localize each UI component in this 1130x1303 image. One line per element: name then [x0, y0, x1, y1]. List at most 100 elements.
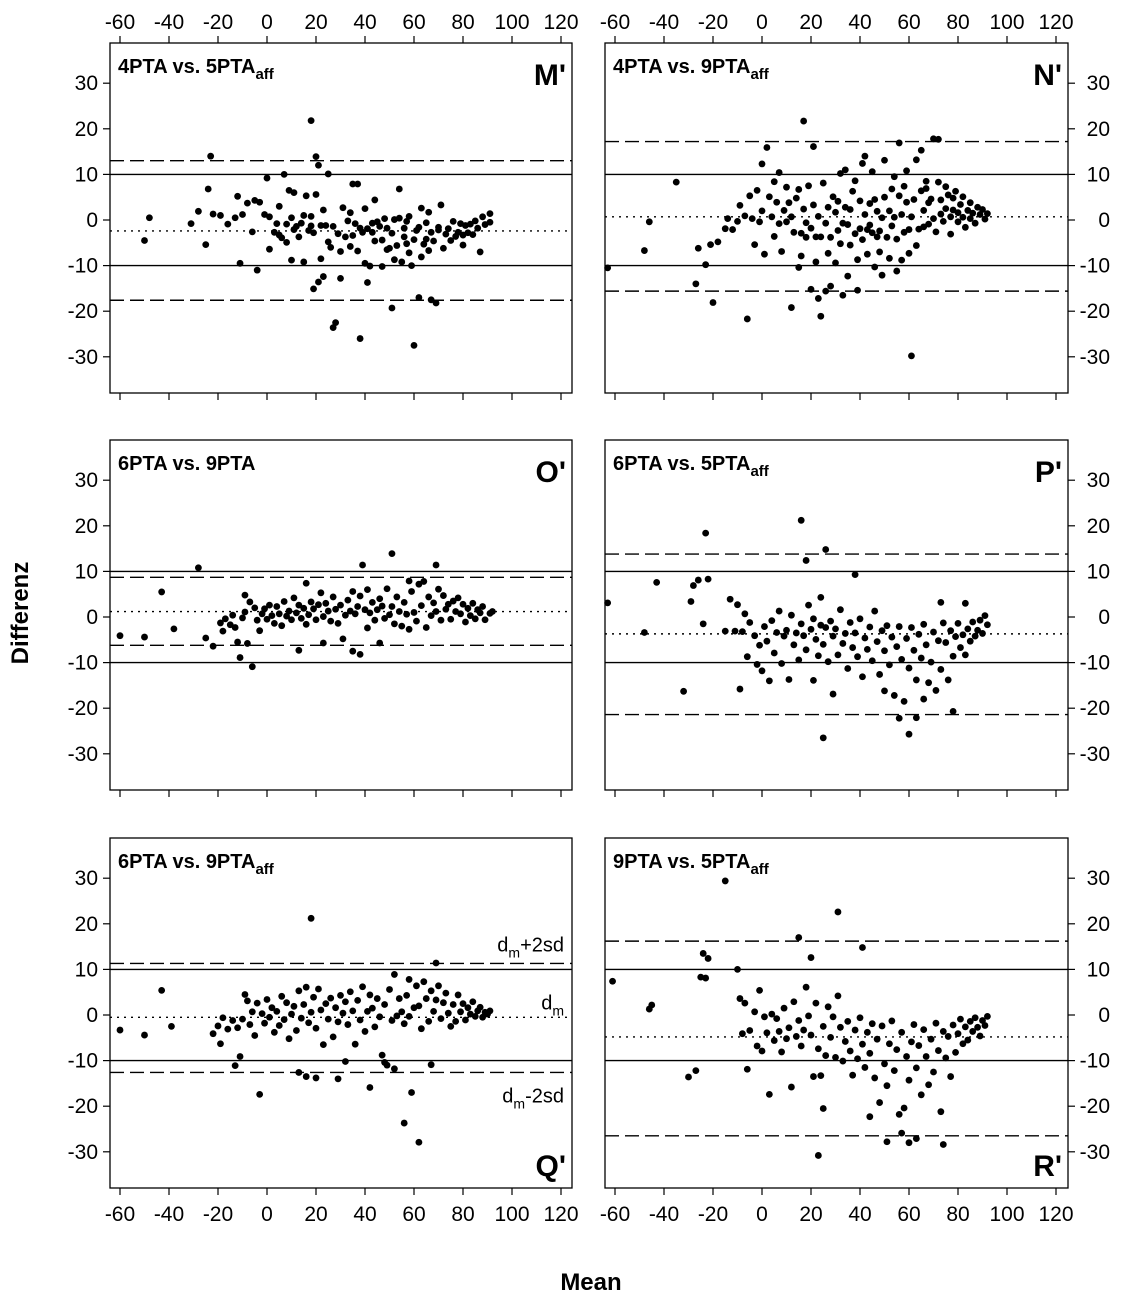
- panel-title: 9PTA vs. 5PTAaff: [613, 851, 770, 878]
- data-point: [261, 605, 268, 613]
- data-point: [903, 198, 910, 206]
- data-point: [273, 603, 281, 610]
- y-tick-label: -30: [68, 346, 98, 369]
- data-point: [479, 213, 486, 221]
- data-point: [851, 629, 859, 637]
- data-point: [349, 180, 357, 188]
- data-point: [859, 944, 866, 951]
- data-point: [819, 1023, 827, 1030]
- y-tick-label: 20: [75, 515, 98, 538]
- data-point: [873, 233, 881, 241]
- data-point: [307, 222, 315, 230]
- panel-title-subscript: aff: [750, 66, 769, 83]
- data-point: [861, 211, 869, 218]
- data-point: [339, 204, 347, 212]
- data-point: [430, 237, 437, 245]
- x-tick-label: 120: [543, 1203, 578, 1226]
- data-point: [324, 170, 332, 178]
- x-tick-label: 40: [353, 11, 376, 34]
- y-tick-label: -30: [1080, 346, 1110, 369]
- data-point: [819, 640, 827, 648]
- data-point: [839, 1057, 847, 1065]
- data-point: [939, 217, 947, 225]
- data-point: [388, 1017, 396, 1024]
- data-point: [344, 596, 352, 604]
- plot-frame: [109, 439, 573, 791]
- data-point: [361, 1028, 369, 1035]
- data-point: [234, 192, 242, 200]
- data-point: [293, 222, 300, 230]
- data-point: [324, 607, 332, 615]
- data-point: [440, 592, 447, 599]
- data-point: [234, 638, 242, 646]
- data-point: [765, 1090, 773, 1098]
- data-point: [342, 1058, 349, 1065]
- x-tick-label: 40: [848, 11, 871, 34]
- plot-frame: [109, 42, 573, 394]
- data-point: [246, 598, 254, 606]
- data-point: [388, 603, 396, 610]
- data-point: [841, 630, 849, 637]
- data-point: [290, 189, 298, 197]
- data-point: [305, 1019, 313, 1027]
- y-tick-label: -10: [68, 1050, 98, 1073]
- data-point: [922, 185, 930, 192]
- data-point: [337, 601, 344, 609]
- data-point: [339, 635, 347, 643]
- data-point: [859, 1040, 866, 1048]
- data-point: [898, 656, 906, 663]
- data-point: [954, 619, 962, 627]
- data-point: [832, 1054, 839, 1061]
- data-point: [800, 117, 808, 125]
- data-point: [288, 1010, 295, 1018]
- data-point: [802, 557, 810, 564]
- data-point: [783, 218, 790, 226]
- data-point: [805, 1012, 812, 1020]
- data-point: [312, 1074, 320, 1082]
- data-point: [437, 616, 445, 624]
- data-point: [937, 196, 945, 204]
- data-point: [930, 135, 937, 143]
- data-point: [947, 627, 955, 635]
- data-point: [158, 588, 166, 596]
- data-point: [356, 1016, 364, 1024]
- data-point: [969, 618, 977, 626]
- y-tick-label: 30: [75, 469, 98, 492]
- data-point: [256, 627, 264, 635]
- data-point: [881, 687, 888, 695]
- data-point: [775, 169, 783, 176]
- data-point: [297, 614, 305, 622]
- data-point: [263, 174, 271, 182]
- data-point: [354, 247, 362, 255]
- data-point: [807, 954, 815, 961]
- y-tick-label: -10: [1080, 255, 1110, 278]
- data-point: [792, 1033, 800, 1040]
- data-point: [361, 606, 369, 614]
- data-point: [376, 222, 384, 230]
- data-point: [957, 201, 964, 208]
- data-point: [971, 632, 979, 640]
- data-point: [839, 640, 847, 647]
- data-point: [895, 623, 903, 630]
- data-point: [868, 229, 876, 237]
- data-point: [768, 617, 776, 625]
- data-point: [930, 1068, 937, 1076]
- data-point: [900, 697, 908, 705]
- data-point: [351, 220, 359, 228]
- data-point: [253, 616, 261, 624]
- data-point: [768, 1010, 776, 1018]
- data-point: [810, 201, 817, 209]
- data-point: [141, 1031, 148, 1039]
- data-point: [739, 1030, 746, 1038]
- data-point: [476, 609, 484, 617]
- data-point: [694, 576, 702, 584]
- data-point: [332, 1004, 339, 1012]
- data-point: [253, 999, 261, 1007]
- data-point: [810, 676, 817, 684]
- data-point: [310, 993, 317, 1001]
- data-point: [687, 598, 695, 605]
- data-point: [876, 671, 883, 678]
- data-point: [229, 611, 237, 619]
- data-point: [741, 212, 749, 220]
- data-point: [898, 1129, 906, 1137]
